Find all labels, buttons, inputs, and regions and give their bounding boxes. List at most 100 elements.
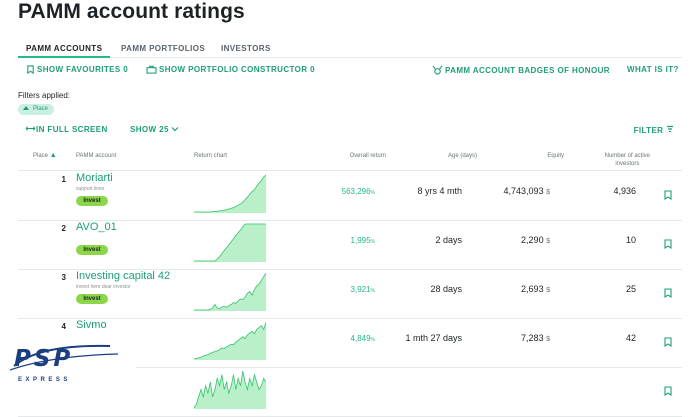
equity-amount: 4,743,093 [503, 186, 544, 196]
active-investors: 25 [625, 284, 636, 294]
return-chart [193, 369, 267, 409]
table-row[interactable]: 2 AVO_01 Invest 1,995% 2 days 2,290 $10 [18, 220, 682, 270]
equity-value: 7,283 $ [521, 333, 550, 343]
invest-button[interactable]: Invest [76, 294, 108, 304]
sort-up-icon [23, 106, 29, 110]
full-screen-button[interactable]: IN FULL SCREEN [25, 125, 108, 134]
col-place-label: Place [33, 153, 49, 159]
account-age: 28 days [430, 284, 462, 294]
show-favourites-link[interactable]: SHOW FAVOURITES 0 [26, 65, 128, 75]
account-age: 8 yrs 4 mth [417, 186, 462, 196]
what-is-it-link[interactable]: WHAT IS IT? [627, 65, 679, 74]
table-row[interactable]: 4 Sivmo 4,849% 1 mth 27 days 7,283 $42 [18, 318, 682, 368]
col-chart: Return chart [194, 153, 228, 159]
overall-return-value: 4,849 [350, 334, 371, 343]
show-portfolio-label: SHOW PORTFOLIO CONSTRUCTOR 0 [159, 65, 315, 74]
filter-button[interactable]: FILTER [634, 125, 674, 135]
overall-return-value: 563,296 [341, 187, 371, 196]
filters-label: Filters applied: [18, 91, 71, 100]
filter-label: FILTER [633, 126, 664, 135]
watermark-logo: PSP EXPRESS [0, 336, 136, 400]
toolbar: SHOW FAVOURITES 0 SHOW PORTFOLIO CONSTRU… [18, 65, 682, 77]
tab-pamm-accounts[interactable]: PAMM ACCOUNTS [17, 44, 111, 58]
account-age: 2 days [435, 235, 462, 245]
return-chart-line [194, 174, 267, 213]
tab-pamm-portfolios[interactable]: PAMM PORTFOLIOS [121, 44, 206, 53]
col-place[interactable]: Place ▲ [33, 152, 57, 160]
show-count-label: SHOW 25 [130, 125, 169, 134]
filter-chip-place[interactable]: Place [18, 104, 55, 115]
bookmark-icon[interactable] [664, 236, 672, 254]
tab-investors[interactable]: INVESTORS [221, 44, 271, 53]
col-investors[interactable]: Number of active investors [605, 152, 650, 168]
currency-unit: $ [546, 238, 550, 245]
filter-icon [667, 125, 673, 133]
overall-return: 3,921% [351, 285, 375, 294]
show-portfolio-link[interactable]: SHOW PORTFOLIO CONSTRUCTOR 0 [146, 65, 315, 74]
col-investors-line2: investors [615, 161, 640, 167]
show-count-select[interactable]: SHOW 25 [130, 125, 179, 134]
active-investors: 10 [625, 235, 636, 245]
invest-button[interactable]: Invest [76, 196, 108, 206]
table-controls: IN FULL SCREEN SHOW 25 FILTER [25, 125, 674, 137]
col-account[interactable]: PAMM account [76, 153, 117, 159]
account-name-link[interactable]: Sivmo [76, 319, 107, 331]
logo-subtitle: EXPRESS [18, 377, 71, 383]
table-row[interactable]: 1 Moriarti support lines Invest 563,296% 8 yr… [18, 171, 682, 221]
badges-label: PAMM ACCOUNT BADGES OF HONOUR [445, 66, 610, 75]
logo-swoosh-icon [10, 344, 119, 371]
sort-up-icon: ▲ [49, 152, 57, 159]
return-chart-line [194, 223, 266, 262]
return-chart [193, 320, 267, 360]
equity-value: 2,290 $ [521, 235, 550, 245]
badge-icon [432, 65, 443, 75]
row-rank: 4 [61, 322, 66, 331]
return-chart [194, 222, 266, 262]
percent-unit: % [370, 288, 375, 294]
equity-value: 4,743,093 $ [504, 186, 550, 196]
return-chart-area [194, 175, 266, 213]
equity-amount: 2,290 [521, 235, 544, 245]
account-name-link[interactable]: AVO_01 [76, 221, 117, 233]
badges-link[interactable]: PAMM ACCOUNT BADGES OF HONOUR [432, 65, 610, 75]
equity-amount: 7,283 [521, 333, 544, 343]
percent-unit: % [370, 337, 375, 343]
return-chart-line [193, 370, 267, 409]
bookmark-icon[interactable] [664, 383, 672, 401]
currency-unit: $ [546, 189, 550, 196]
account-name-link[interactable]: Moriarti [76, 172, 113, 184]
return-chart-area [194, 273, 266, 311]
col-overall[interactable]: Overall return [349, 153, 386, 159]
overall-return: 1,995% [351, 236, 375, 245]
bookmark-icon[interactable] [664, 187, 672, 205]
account-age: 1 mth 27 days [405, 333, 462, 343]
page-title: PAMM account ratings [18, 0, 245, 23]
bookmark-icon[interactable] [664, 334, 672, 352]
account-name-link[interactable]: Investing capital 42 [76, 270, 171, 282]
percent-unit: % [370, 190, 375, 196]
return-chart-line [194, 272, 267, 311]
tab-bar: PAMM ACCOUNTS PAMM PORTFOLIOS INVESTORS [17, 41, 682, 58]
return-chart [194, 271, 267, 311]
active-investors: 4,936 [613, 186, 636, 196]
briefcase-icon [146, 65, 157, 74]
invest-button[interactable]: Invest [76, 245, 108, 255]
overall-return-value: 1,995 [350, 236, 371, 245]
currency-unit: $ [546, 287, 550, 294]
equity-amount: 2,693 [521, 284, 544, 294]
return-chart-area [194, 224, 266, 262]
currency-unit: $ [546, 336, 550, 343]
col-equity[interactable]: Equity [547, 153, 564, 159]
bookmark-icon [27, 65, 34, 75]
chevron-down-icon [172, 127, 179, 132]
full-screen-label: IN FULL SCREEN [36, 125, 108, 134]
row-rank: 3 [61, 273, 66, 282]
equity-value: 2,693 $ [521, 284, 550, 294]
table-header: Place ▲ PAMM account Return chart Overal… [18, 148, 682, 171]
overall-return-value: 3,921 [350, 285, 371, 294]
col-age[interactable]: Age (days) [447, 153, 477, 159]
table-row[interactable]: 3 Investing capital 42 invest here dear in… [18, 269, 682, 319]
logo-wordmark: PSP [14, 346, 74, 372]
bookmark-icon[interactable] [664, 285, 672, 303]
row-rank: 1 [61, 175, 66, 184]
